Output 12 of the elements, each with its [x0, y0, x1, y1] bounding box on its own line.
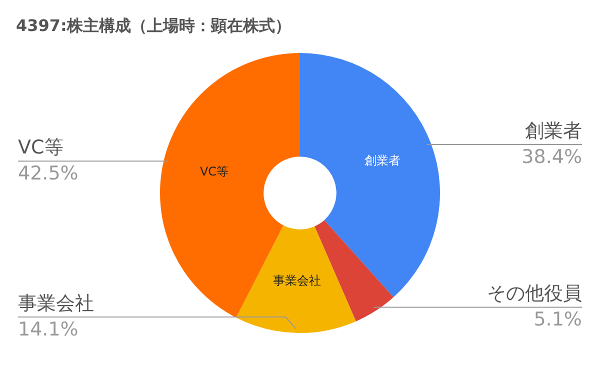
slice-label: 事業会社	[18, 292, 94, 314]
data-label: 5.1%	[534, 308, 582, 331]
data-label: 38.4%	[522, 146, 582, 168]
chart-title: 4397:株主構成（上場時：顕在株式）	[16, 16, 291, 37]
slice-label: 創業者	[525, 120, 582, 142]
data-label: 42.5%	[18, 162, 78, 185]
slice-label: 創業者	[364, 154, 400, 168]
slice-label: 事業会社	[273, 273, 322, 288]
slice-label: その他役員	[487, 282, 582, 305]
slice-label: VC等	[18, 136, 64, 159]
data-label: 14.1%	[18, 318, 78, 340]
slice-label: VC等	[200, 164, 229, 178]
